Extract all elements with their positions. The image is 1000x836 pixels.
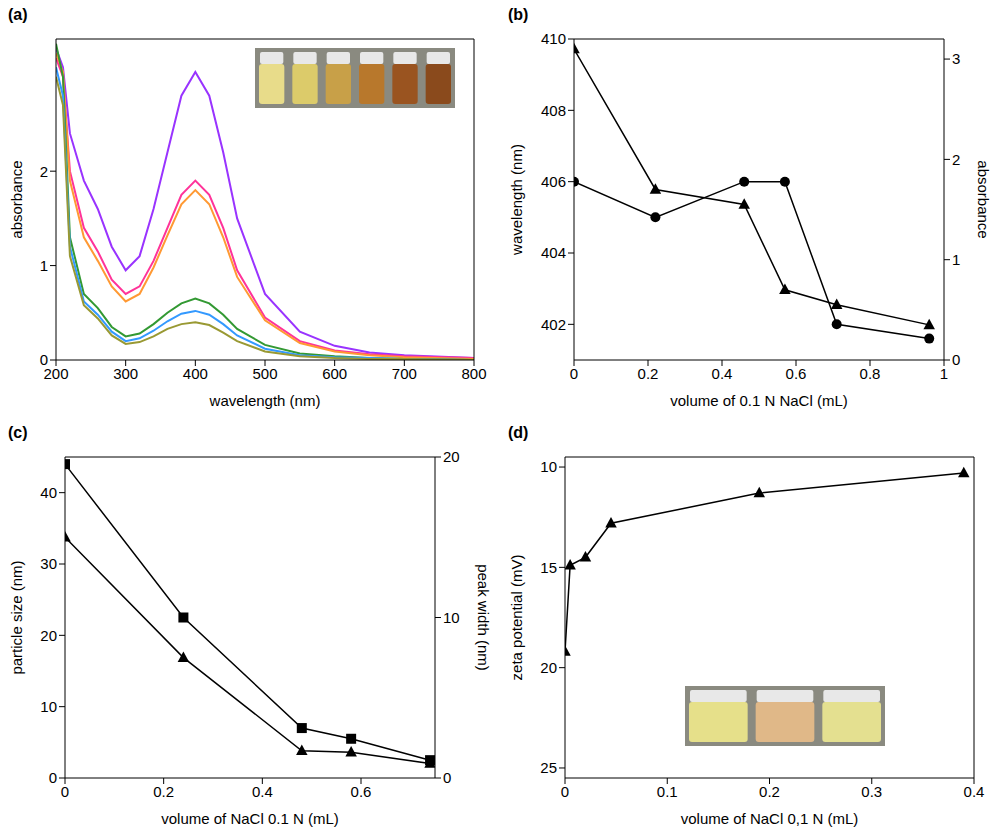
svg-text:0.4: 0.4	[712, 365, 733, 382]
svg-text:410: 410	[541, 30, 566, 47]
html-text:(c): (c)	[8, 424, 28, 441]
svg-text:0.4: 0.4	[964, 783, 985, 800]
svg-text:0: 0	[40, 351, 48, 368]
svg-text:0.8: 0.8	[860, 365, 881, 382]
svg-text:0.6: 0.6	[351, 783, 372, 800]
svg-text:1: 1	[952, 251, 960, 268]
svg-text:0.3: 0.3	[861, 783, 882, 800]
svg-text:402: 402	[541, 316, 566, 333]
svg-text:0.2: 0.2	[153, 783, 174, 800]
svg-text:200: 200	[43, 364, 69, 382]
svg-text:0: 0	[61, 783, 69, 800]
svg-text:600: 600	[322, 365, 347, 382]
svg-text:zeta potential (mV): zeta potential (mV)	[508, 555, 525, 681]
svg-text:0.1: 0.1	[657, 783, 678, 800]
svg-text:wavelength (nm): wavelength (nm)	[209, 392, 321, 409]
svg-text:absorbance: absorbance	[8, 160, 25, 238]
svg-text:2: 2	[40, 163, 48, 180]
html-text:(a): (a)	[8, 6, 28, 23]
svg-text:40: 40	[40, 484, 57, 501]
svg-text:peak width (nm): peak width (nm)	[475, 564, 492, 671]
svg-text:300: 300	[113, 365, 138, 382]
svg-text:0.2: 0.2	[759, 783, 780, 800]
svg-text:20: 20	[443, 448, 460, 465]
svg-text:30: 30	[40, 555, 57, 572]
svg-text:0.6: 0.6	[786, 365, 807, 382]
svg-text:10: 10	[443, 609, 460, 626]
svg-text:25: 25	[540, 759, 557, 776]
svg-text:volume of 0.1 N NaCl (mL): volume of 0.1 N NaCl (mL)	[670, 392, 848, 409]
svg-text:10: 10	[540, 458, 557, 475]
svg-text:0: 0	[570, 365, 578, 382]
svg-text:wavelength (nm): wavelength (nm)	[508, 144, 525, 256]
svg-text:15: 15	[540, 559, 557, 576]
html-text:(b): (b)	[508, 6, 529, 23]
svg-text:700: 700	[392, 365, 417, 382]
svg-text:0: 0	[49, 769, 57, 786]
svg-text:1: 1	[940, 365, 948, 382]
svg-text:408: 408	[541, 102, 566, 119]
svg-text:0: 0	[561, 783, 569, 800]
svg-text:particle size (nm): particle size (nm)	[8, 560, 25, 674]
svg-text:0: 0	[443, 769, 451, 786]
svg-text:absorbance: absorbance	[975, 160, 992, 238]
svg-text:1: 1	[40, 257, 48, 274]
svg-text:20: 20	[540, 659, 557, 676]
svg-text:406: 406	[541, 173, 566, 190]
svg-text:800: 800	[461, 365, 486, 382]
html-text:(d): (d)	[508, 424, 529, 441]
svg-text:3: 3	[952, 50, 960, 67]
svg-text:volume of NaCl 0.1 N (mL): volume of NaCl 0.1 N (mL)	[161, 810, 339, 827]
svg-text:0.4: 0.4	[252, 783, 273, 800]
svg-text:0.2: 0.2	[638, 365, 659, 382]
svg-text:20: 20	[40, 627, 57, 644]
svg-text:0: 0	[952, 351, 960, 368]
svg-text:10: 10	[40, 698, 57, 715]
svg-text:2: 2	[952, 151, 960, 168]
svg-text:volume of NaCl 0,1 N (mL): volume of NaCl 0,1 N (mL)	[681, 810, 859, 827]
svg-text:500: 500	[252, 365, 277, 382]
svg-text:404: 404	[541, 244, 566, 261]
svg-text:400: 400	[183, 365, 208, 382]
